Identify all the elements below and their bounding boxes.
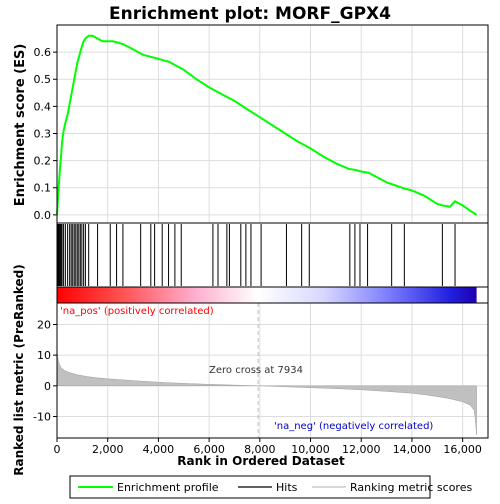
es-y-axis-ticks: 0.0 0.1 0.2 0.3 0.4 0.5 0.6 <box>34 46 57 222</box>
es-y-tick-label-2: 0.2 <box>34 155 52 168</box>
es-y-tick-label-0: 0.0 <box>34 209 52 222</box>
x-tick-label-8: 16,000 <box>443 443 482 456</box>
x-tick-label-7: 14,000 <box>393 443 432 456</box>
x-tick-label-5: 10,000 <box>291 443 330 456</box>
metric-panel-frame <box>56 302 489 439</box>
x-tick-label-4: 8,000 <box>244 443 276 456</box>
hits-panel-background <box>57 223 488 287</box>
x-tick-label-1: 2,000 <box>92 443 124 456</box>
neg-correlated-label: 'na_neg' (negatively correlated) <box>274 421 433 432</box>
x-tick-label-3: 6,000 <box>193 443 225 456</box>
zero-cross-annotation: Zero cross at 7934 <box>209 365 303 376</box>
legend-profile-label: Enrichment profile <box>117 481 219 494</box>
es-y-tick-label-4: 0.4 <box>34 100 52 113</box>
es-y-tick-label-6: 0.6 <box>34 46 52 59</box>
metric-y-tick-label-2: 10 <box>37 349 51 362</box>
x-tick-label-6: 12,000 <box>342 443 381 456</box>
chart-title: Enrichment plot: MORF_GPX4 <box>109 4 391 24</box>
enrichment-profile-line <box>56 34 478 216</box>
hits-panel <box>57 224 456 286</box>
x-tick-label-0: 0 <box>54 443 61 456</box>
metric-y-tick-label-0: -10 <box>33 411 51 424</box>
x-tick-label-2: 4,000 <box>143 443 175 456</box>
es-y-tick-label-3: 0.3 <box>34 127 52 140</box>
x-axis-ticks: 0 2,000 4,000 6,000 8,000 10,000 12,000 14,000 1… <box>54 438 482 456</box>
metric-y-tick-label-1: 0 <box>44 380 51 393</box>
es-y-tick-label-1: 0.1 <box>34 182 52 195</box>
pos-correlated-label: 'na_pos' (positively correlated) <box>60 306 214 317</box>
legend-hits-label: Hits <box>276 481 298 494</box>
metric-y-axis-ticks: -10 0 10 20 <box>33 318 57 424</box>
metric-y-tick-label-3: 20 <box>37 318 51 331</box>
es-y-tick-label-5: 0.5 <box>34 73 52 86</box>
es-panel-grid <box>56 25 488 223</box>
es-y-axis-label: Enrichment score (ES) <box>13 44 28 207</box>
es-panel-background <box>57 25 488 223</box>
legend-metric-label: Ranking metric scores <box>350 481 472 494</box>
metric-panel-background <box>57 303 488 438</box>
metric-y-axis-label: Ranked list metric (PreRanked) <box>12 264 26 476</box>
ranked-heat-bar <box>57 287 477 303</box>
x-axis-label: Rank in Ordered Dataset <box>177 454 345 468</box>
ranking-metric-area <box>56 350 477 435</box>
